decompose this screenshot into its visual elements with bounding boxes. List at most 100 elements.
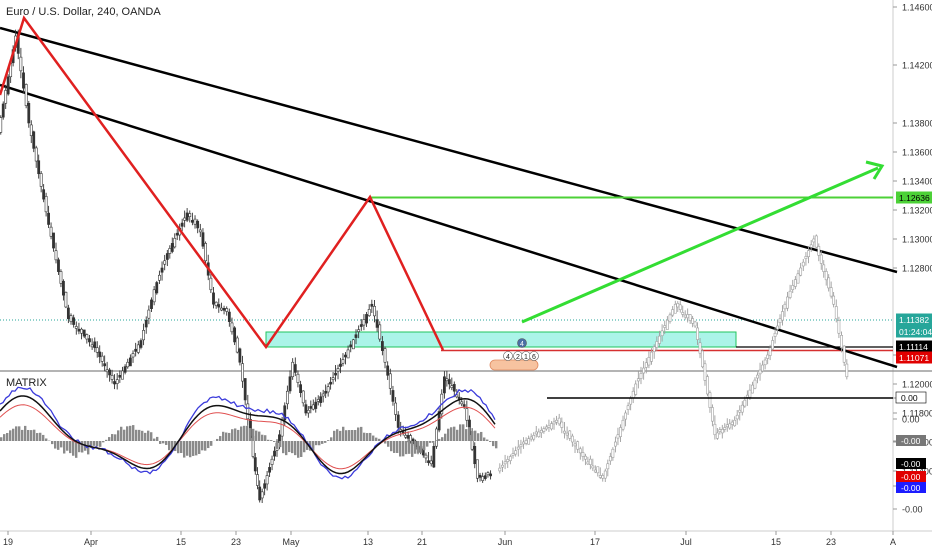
- histogram-bar: [93, 441, 95, 446]
- candle-body: [435, 429, 437, 446]
- histogram-bar: [66, 441, 68, 451]
- candle-body: [756, 375, 758, 378]
- histogram-bar: [354, 430, 356, 441]
- histogram-bar: [129, 426, 131, 441]
- histogram-bar: [69, 441, 71, 453]
- candle-body: [389, 374, 391, 389]
- histogram-bar: [186, 441, 188, 456]
- candle-body: [96, 348, 98, 353]
- candle-body: [540, 430, 542, 432]
- y-tick-label: 1.14600: [902, 3, 932, 13]
- histogram-bar: [201, 441, 203, 450]
- candle-body: [604, 471, 606, 478]
- candle-body: [716, 433, 718, 438]
- histogram-bar: [15, 426, 17, 441]
- candle-body: [104, 364, 106, 366]
- candle-body: [779, 319, 781, 323]
- y-tick-label: 1.13000: [902, 235, 932, 245]
- histogram-bar: [222, 432, 224, 441]
- histogram-bar: [432, 441, 434, 443]
- candle-body: [830, 288, 832, 296]
- candle-body: [337, 369, 339, 372]
- candle-body: [244, 378, 246, 400]
- candle-body: [327, 387, 329, 392]
- candle-body: [840, 335, 842, 347]
- candle-body: [129, 358, 131, 366]
- candle-body: [169, 248, 171, 253]
- candle-body: [368, 309, 370, 315]
- candle-body: [101, 356, 103, 361]
- candle-body: [797, 274, 799, 283]
- candle-body: [555, 420, 557, 422]
- histogram-bar: [303, 441, 305, 452]
- candle-body: [448, 380, 450, 384]
- histogram-bar: [135, 430, 137, 441]
- candle-body: [709, 393, 711, 408]
- candle-body: [347, 350, 349, 358]
- candle-body: [701, 351, 703, 367]
- candle-body: [194, 219, 196, 224]
- candle-body: [820, 255, 822, 263]
- candle-body: [153, 290, 155, 302]
- histogram-bar: [360, 427, 362, 441]
- candle-body: [482, 477, 484, 481]
- candle-body: [307, 410, 309, 413]
- candle-body: [116, 380, 118, 384]
- candle-body: [121, 371, 123, 379]
- candle-body: [815, 236, 817, 247]
- candle-body: [597, 467, 599, 473]
- candle-body: [315, 402, 317, 408]
- candle-body: [119, 375, 121, 377]
- candle-body: [661, 331, 663, 336]
- candle-body: [746, 395, 748, 397]
- candle-body: [268, 467, 270, 472]
- histogram-bar: [228, 433, 230, 441]
- candle-body: [674, 304, 676, 313]
- candle-body: [669, 315, 671, 322]
- histogram-bar: [294, 441, 296, 455]
- candle-body: [818, 246, 820, 255]
- histogram-bar: [276, 441, 278, 449]
- x-tick-label: Jul: [680, 537, 692, 547]
- candle-body: [7, 77, 9, 94]
- candle-body: [312, 405, 314, 409]
- candle-body: [373, 306, 375, 316]
- histogram-bar: [378, 439, 380, 441]
- x-tick-label: 17: [590, 537, 600, 547]
- candle-body: [20, 57, 22, 71]
- y-tick-label: 1.12800: [902, 264, 932, 274]
- candle-body: [522, 442, 524, 444]
- histogram-bar: [336, 429, 338, 441]
- candle-body: [365, 314, 367, 323]
- histogram-bar: [279, 441, 281, 447]
- candle-body: [376, 320, 378, 328]
- candle-body: [405, 435, 407, 437]
- candle-body: [528, 439, 530, 445]
- candle-body: [78, 329, 80, 331]
- candle-body: [83, 330, 85, 336]
- histogram-bar: [483, 437, 485, 441]
- candle-body: [577, 442, 579, 450]
- histogram-bar: [261, 435, 263, 441]
- event-badge-label: 6: [532, 354, 536, 361]
- candle-body: [706, 377, 708, 394]
- candle-body: [692, 319, 694, 324]
- candle-body: [749, 390, 751, 397]
- histogram-bar: [120, 427, 122, 441]
- histogram-bar: [465, 429, 467, 441]
- candle-body: [43, 190, 45, 200]
- candle-body: [533, 435, 535, 439]
- candle-body: [476, 460, 478, 478]
- histogram-bar: [105, 440, 107, 441]
- candle-body: [751, 385, 753, 393]
- candle-body: [846, 364, 848, 377]
- histogram-bar: [435, 440, 437, 441]
- y-tick-label: 1.14200: [902, 61, 932, 71]
- histogram-bar: [108, 437, 110, 441]
- candle-body: [736, 415, 738, 419]
- candle-body: [38, 161, 40, 174]
- price-label: 1.12636: [899, 193, 930, 203]
- candle-body: [99, 352, 101, 357]
- histogram-bar: [0, 437, 2, 441]
